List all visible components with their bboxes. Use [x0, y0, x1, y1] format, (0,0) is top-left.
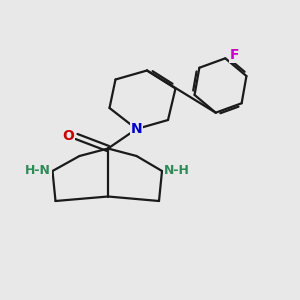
Text: F: F [230, 48, 240, 62]
Text: N: N [131, 122, 142, 136]
Text: N-H: N-H [164, 164, 189, 178]
Text: O: O [62, 130, 74, 143]
Text: H-N: H-N [25, 164, 51, 178]
